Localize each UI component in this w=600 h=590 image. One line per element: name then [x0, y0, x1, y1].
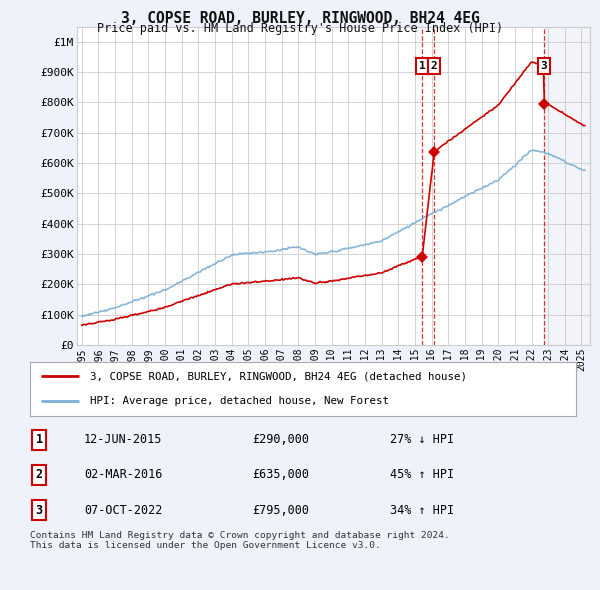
Text: 1: 1: [35, 433, 43, 446]
Text: Price paid vs. HM Land Registry's House Price Index (HPI): Price paid vs. HM Land Registry's House …: [97, 22, 503, 35]
Text: 2: 2: [35, 468, 43, 481]
Text: 1: 1: [419, 61, 425, 71]
Text: 3, COPSE ROAD, BURLEY, RINGWOOD, BH24 4EG (detached house): 3, COPSE ROAD, BURLEY, RINGWOOD, BH24 4E…: [90, 371, 467, 381]
Text: 02-MAR-2016: 02-MAR-2016: [84, 468, 163, 481]
Bar: [544, 27, 590, 345]
Text: £795,000: £795,000: [252, 504, 309, 517]
Text: £635,000: £635,000: [252, 468, 309, 481]
Text: 12-JUN-2015: 12-JUN-2015: [84, 433, 163, 446]
Text: 45% ↑ HPI: 45% ↑ HPI: [390, 468, 454, 481]
Text: 27% ↓ HPI: 27% ↓ HPI: [390, 433, 454, 446]
Text: 07-OCT-2022: 07-OCT-2022: [84, 504, 163, 517]
Text: £290,000: £290,000: [252, 433, 309, 446]
Text: Contains HM Land Registry data © Crown copyright and database right 2024.
This d: Contains HM Land Registry data © Crown c…: [30, 531, 450, 550]
Text: 3: 3: [35, 504, 43, 517]
Text: 3: 3: [541, 61, 548, 71]
Text: HPI: Average price, detached house, New Forest: HPI: Average price, detached house, New …: [90, 396, 389, 407]
Text: 2: 2: [431, 61, 437, 71]
Text: 34% ↑ HPI: 34% ↑ HPI: [390, 504, 454, 517]
Text: 3, COPSE ROAD, BURLEY, RINGWOOD, BH24 4EG: 3, COPSE ROAD, BURLEY, RINGWOOD, BH24 4E…: [121, 11, 479, 25]
